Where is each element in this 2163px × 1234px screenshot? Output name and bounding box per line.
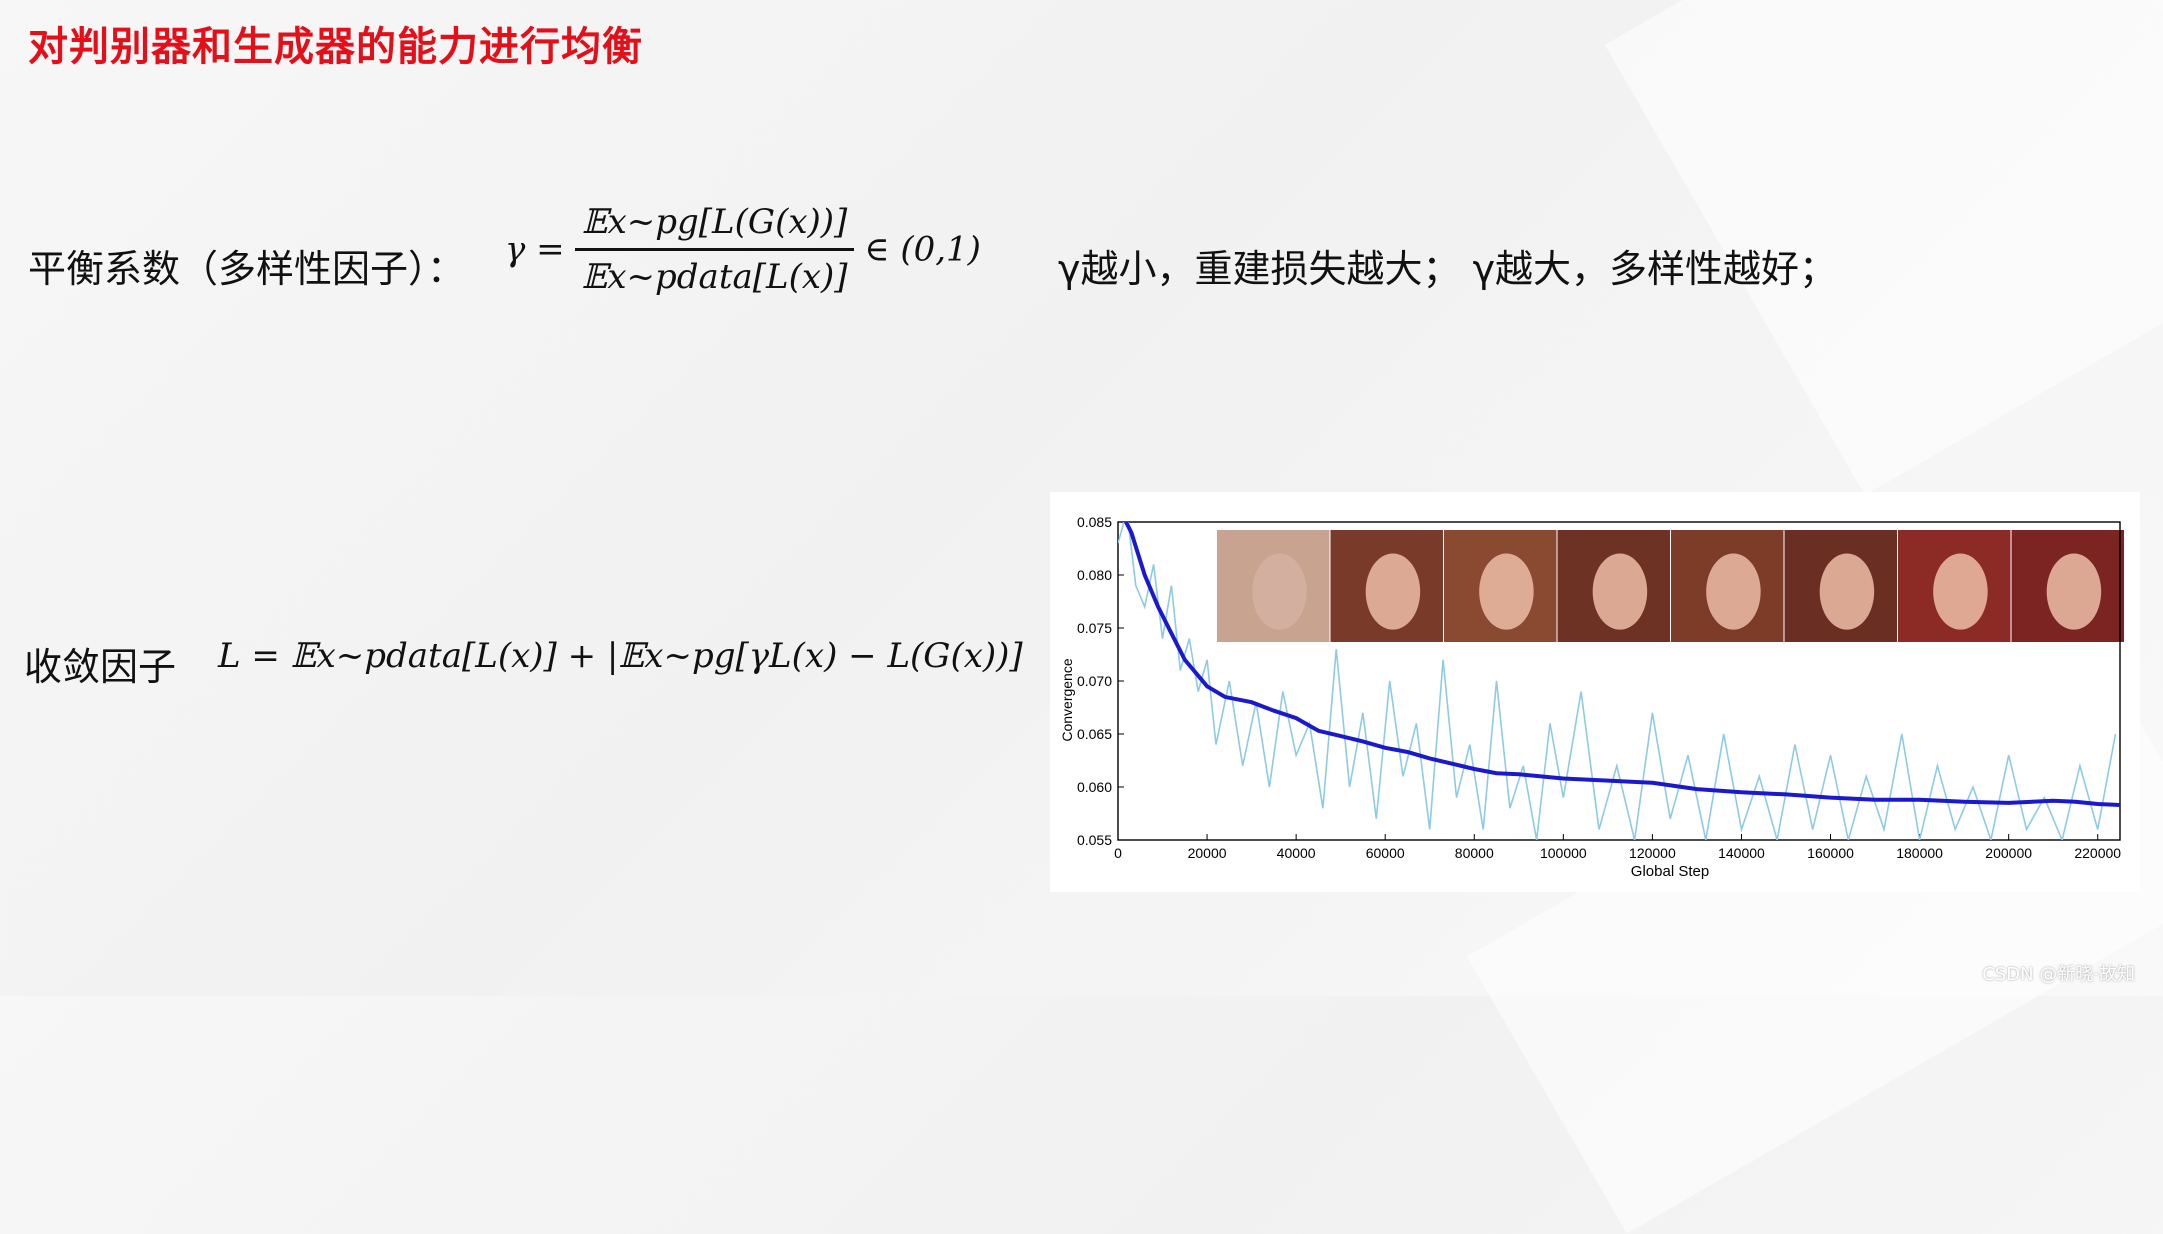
gamma-fraction: 𝔼x~pg[L(G(x))] 𝔼x~pdata[L(x)]	[575, 202, 854, 297]
gamma-note: γ越小，重建损失越大； γ越大，多样性越好；	[1058, 247, 1838, 291]
x-tick-label: 140000	[1718, 845, 1765, 861]
balance-coefficient-label: 平衡系数（多样性因子）：	[28, 247, 466, 291]
sample-face	[1479, 553, 1534, 630]
sample-face	[2046, 553, 2102, 630]
x-axis-label: Global Step	[1631, 863, 1709, 880]
x-tick-label: 220000	[2074, 845, 2121, 861]
sample-face	[1252, 553, 1307, 630]
x-tick-label: 160000	[1807, 845, 1854, 861]
convergence-formula: L = 𝔼x~pdata[L(x)] + |𝔼x~pg[γL(x) − L(G(…	[218, 636, 1023, 676]
sample-face	[1933, 553, 1988, 630]
sample-face	[1365, 553, 1421, 630]
gamma-lhs: γ =	[505, 229, 565, 270]
gamma-denominator: 𝔼x~pdata[L(x)]	[581, 257, 848, 297]
x-tick-label: 200000	[1985, 845, 2032, 861]
slide-title: 对判别器和生成器的能力进行均衡	[28, 24, 643, 70]
x-tick-label: 40000	[1277, 845, 1316, 861]
sample-face	[1592, 553, 1648, 630]
convergence-chart-panel: 0.055 0.060 0.065 0.070 0.075 0.080 0.085 0 2000…	[1050, 492, 2140, 892]
sample-faces-strip	[1217, 530, 2124, 642]
x-tick-label: 120000	[1629, 845, 1676, 861]
x-tick-label: 180000	[1896, 845, 1943, 861]
sample-face	[1706, 553, 1761, 630]
y-tick-label: 0.060	[1077, 779, 1112, 795]
gamma-formula: γ = 𝔼x~pg[L(G(x))] 𝔼x~pdata[L(x)] ∈ (0,1…	[505, 202, 981, 297]
raw-convergence-line	[1118, 522, 2117, 840]
y-tick-label: 0.075	[1077, 620, 1112, 636]
y-tick-label: 0.085	[1077, 514, 1112, 530]
y-axis-label: Convergence	[1059, 658, 1075, 741]
smoothed-convergence-line	[1123, 522, 2120, 807]
x-tick-label: 100000	[1540, 845, 1587, 861]
x-tick-label: 0	[1114, 845, 1122, 861]
y-tick-label: 0.065	[1077, 726, 1112, 742]
plot-area: 0.055 0.060 0.065 0.070 0.075 0.080 0.085 0 2000…	[1077, 514, 2121, 861]
y-tick-label: 0.080	[1077, 567, 1112, 583]
sample-face	[1819, 553, 1875, 630]
x-tick-label: 20000	[1188, 845, 1227, 861]
x-tick-label: 60000	[1366, 845, 1405, 861]
gamma-rhs: ∈ (0,1)	[864, 229, 981, 270]
convergence-chart: 0.055 0.060 0.065 0.070 0.075 0.080 0.085 0 2000…	[1059, 514, 2124, 880]
watermark: CSDN @新晓·故知	[1982, 964, 2135, 985]
x-tick-label: 80000	[1455, 845, 1494, 861]
y-tick-label: 0.070	[1077, 673, 1112, 689]
gamma-numerator: 𝔼x~pg[L(G(x))]	[575, 202, 854, 251]
y-tick-label: 0.055	[1077, 832, 1112, 848]
convergence-label: 收敛因子	[24, 645, 177, 689]
